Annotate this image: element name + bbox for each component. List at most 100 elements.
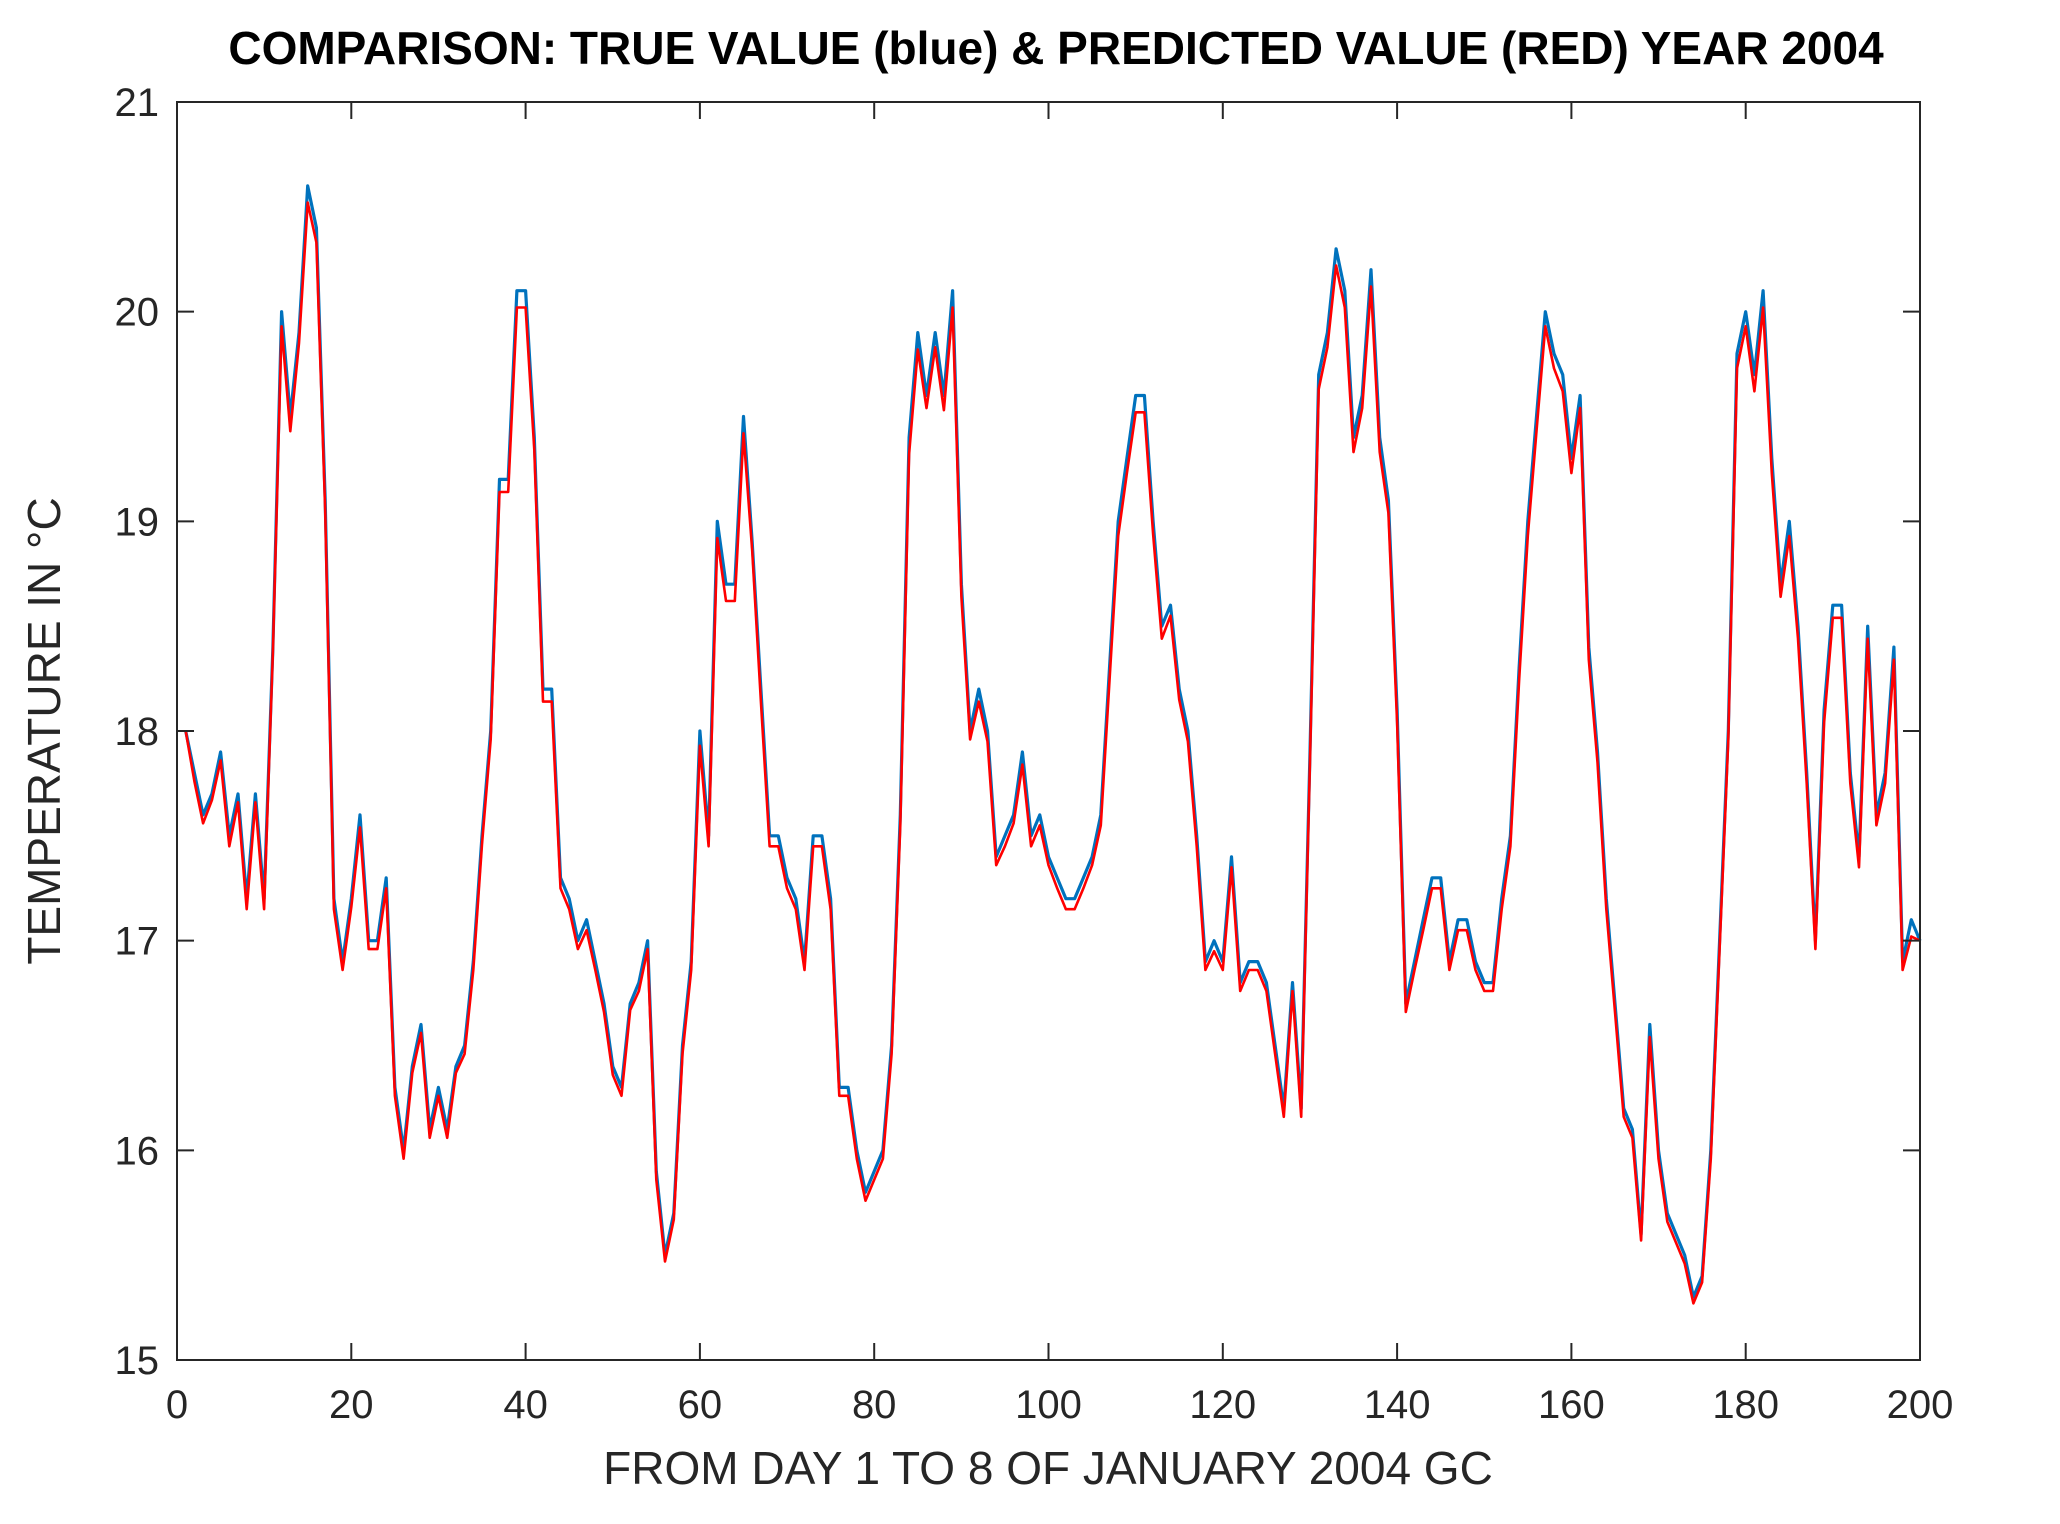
x-tick-label: 0 [166,1383,188,1427]
series-2-point [1562,390,1564,392]
series-1-point [1841,604,1843,606]
series-2-point [1326,346,1328,348]
series-2-point [1091,864,1093,866]
series-2-point [1797,638,1799,640]
y-axis-label: TEMPERATURE IN °C [18,497,70,964]
series-2-point [1004,845,1006,847]
series-2-point [1396,722,1398,724]
series-1-point [629,1003,631,1005]
series-1-point [1762,290,1764,292]
series-2-point [533,449,535,451]
series-1-point [498,478,501,480]
series-2-point [1352,451,1355,453]
series-2-point [716,537,718,539]
series-1-point [594,961,596,963]
series-1-point [1649,1023,1651,1026]
series-2-point [1875,824,1877,826]
series-1-point [725,583,727,585]
series-2-point [952,306,954,309]
series-1-point [847,1086,849,1088]
series-2-point [1771,472,1773,474]
series-2-point [1169,615,1172,617]
series-2-point [220,759,222,762]
series-1-point [1867,625,1869,627]
series-1-point [1440,877,1442,879]
series-1-point [925,394,928,397]
x-tick-labels: 0 20 40 60 80 100 120 140 160 180 200 [166,1383,1954,1427]
series-2-point [1422,929,1424,931]
series-1-point [1169,604,1172,606]
series-2-point [1361,407,1363,409]
series-1-point [1335,248,1337,250]
series-2-point [647,948,649,950]
series-2-point [1710,1158,1712,1160]
series-2-point [272,650,274,652]
series-2-point [289,430,291,432]
series-2-point [1065,908,1067,910]
plot-background [177,102,1920,1360]
series-1-point [873,1170,875,1172]
series-2-point [699,745,701,747]
series-2-point [655,1179,657,1181]
series-2-point [1832,617,1834,619]
series-1-point [1736,353,1738,355]
series-2-point [1300,1116,1302,1118]
series-1-point [1544,311,1546,313]
series-2-point [237,801,239,803]
series-2-point [403,1158,405,1160]
series-2-point [1370,285,1372,288]
series-2-point [481,843,483,845]
series-1-point [1910,919,1912,921]
series-1-point [1579,394,1581,397]
x-tick-label: 200 [1887,1383,1954,1427]
series-2-point [1884,782,1886,785]
series-2-point [516,306,518,309]
series-1-point [1135,394,1137,397]
y-tick-label: 15 [115,1339,160,1383]
series-2-point [1213,950,1215,952]
series-1-point [1431,877,1433,879]
series-2-point [1440,887,1442,889]
series-2-point [202,822,204,824]
series-2-point [1858,866,1860,868]
series-1-point [1082,877,1084,879]
series-2-point [760,701,762,703]
series-1-point [952,290,954,292]
series-2-point [525,306,527,309]
series-2-point [1474,969,1477,971]
series-2-point [1291,990,1294,992]
series-2-point [629,1009,631,1011]
series-2-point [899,824,901,826]
series-2-point [795,908,797,910]
series-2-point [1762,306,1764,309]
series-2-point [437,1095,439,1097]
series-2-point [1640,1239,1642,1242]
series-1-point [525,290,527,292]
series-2-point [812,845,814,847]
series-1-point [864,1191,867,1193]
series-2-point [777,845,779,847]
series-1-point [986,730,989,732]
series-2-point [830,908,832,910]
x-tick-label: 120 [1189,1383,1256,1427]
series-2-point [856,1158,858,1160]
series-2-point [1457,929,1459,931]
series-2-point [1544,325,1546,327]
y-tick-labels: 15 16 17 18 19 20 21 [115,81,160,1383]
series-2-point [1745,325,1747,327]
series-1-point [638,982,640,984]
series-2-point [925,407,928,409]
x-axis-label: FROM DAY 1 TO 8 OF JANUARY 2004 GC [603,1442,1493,1494]
series-2-point [464,1053,466,1055]
series-1-point [1562,374,1564,376]
series-2-point [1126,472,1128,474]
series-2-point [603,1011,605,1013]
series-1-point [1039,814,1041,816]
series-2-point [908,453,910,455]
series-2-point [995,864,997,866]
series-2-point [1902,969,1904,971]
series-2-point [1483,990,1485,992]
series-1-point [777,835,779,837]
series-2-point [1910,935,1912,938]
